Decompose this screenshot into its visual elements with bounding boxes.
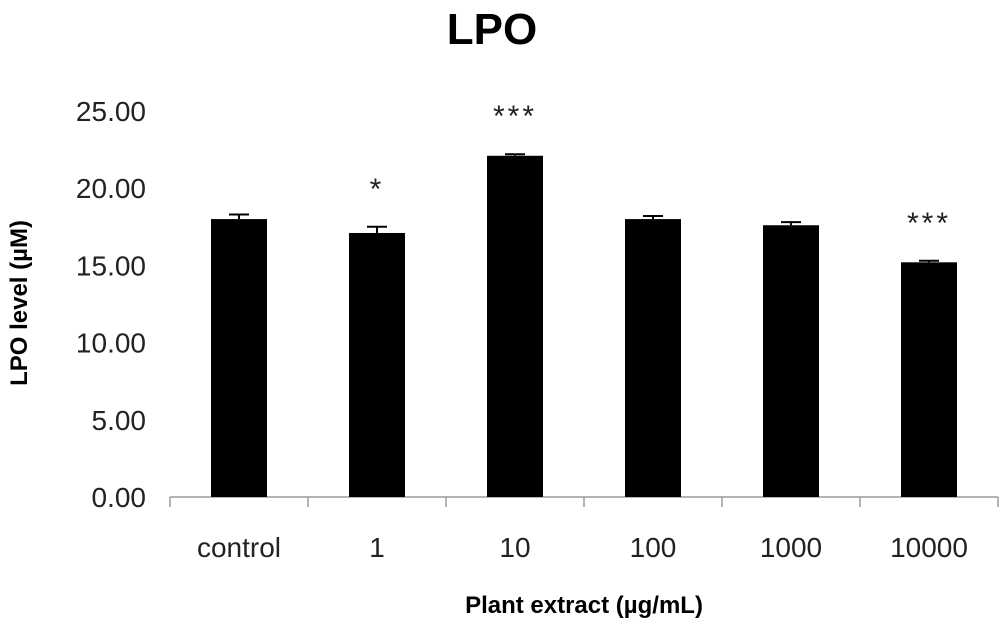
y-tick-label: 25.00 [76, 96, 146, 127]
x-tick-label: 1000 [760, 532, 822, 563]
y-tick-label: 5.00 [92, 405, 147, 436]
bar [763, 225, 819, 498]
bar [211, 219, 267, 497]
bar [487, 155, 543, 497]
bars: ******* [211, 100, 957, 498]
y-tick-label: 20.00 [76, 173, 146, 204]
x-tick-label: control [197, 532, 281, 563]
chart-title: LPO [447, 5, 537, 54]
x-tick-label: 10 [499, 532, 530, 563]
y-tick-label: 10.00 [76, 328, 146, 359]
significance-label: *** [493, 100, 537, 133]
y-tick-label: 0.00 [92, 482, 147, 513]
y-tick-labels: 0.00 5.00 10.00 15.00 20.00 25.00 [76, 96, 146, 513]
x-tick-labels: control 1 10 100 1000 10000 [197, 532, 968, 563]
x-tick-label: 1 [369, 532, 385, 563]
axes [169, 496, 999, 507]
bar [625, 219, 681, 497]
y-axis-title: LPO level (µM) [6, 220, 33, 386]
y-tick-label: 15.00 [76, 250, 146, 281]
x-tick-label: 10000 [890, 532, 968, 563]
bar [349, 232, 405, 497]
x-tick-label: 100 [630, 532, 677, 563]
x-axis-title: Plant extract (µg/mL) [465, 592, 703, 619]
significance-label: *** [907, 207, 951, 240]
significance-label: * [370, 173, 385, 206]
bar [901, 262, 957, 497]
